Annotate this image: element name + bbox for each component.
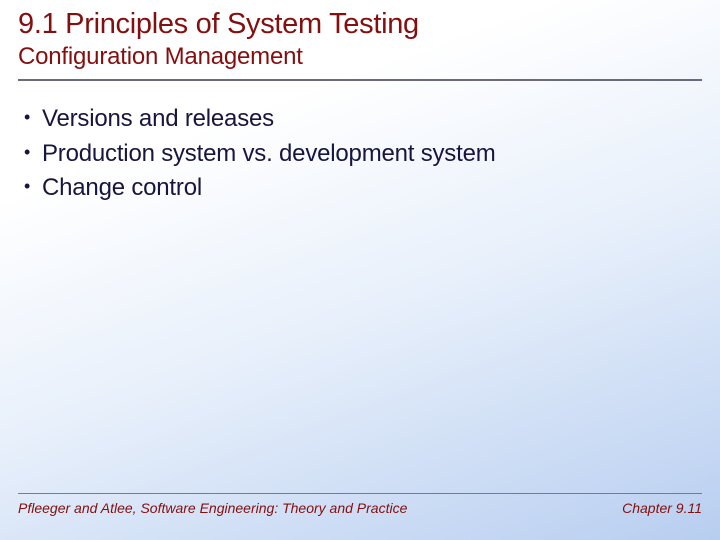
footer-row: Pfleeger and Atlee, Software Engineering…: [18, 500, 702, 516]
slide-title: 9.1 Principles of System Testing: [18, 8, 702, 41]
footer-right: Chapter 9.11: [622, 500, 702, 516]
list-item: Production system vs. development system: [42, 138, 702, 170]
divider-bottom: [18, 493, 702, 494]
bullet-list: Versions and releases Production system …: [18, 103, 702, 204]
list-item: Change control: [42, 172, 702, 204]
divider-top: [18, 79, 702, 81]
slide-subtitle: Configuration Management: [18, 43, 702, 71]
list-item: Versions and releases: [42, 103, 702, 135]
slide: 9.1 Principles of System Testing Configu…: [0, 0, 720, 540]
footer-left: Pfleeger and Atlee, Software Engineering…: [18, 500, 407, 516]
slide-footer: Pfleeger and Atlee, Software Engineering…: [18, 493, 702, 516]
